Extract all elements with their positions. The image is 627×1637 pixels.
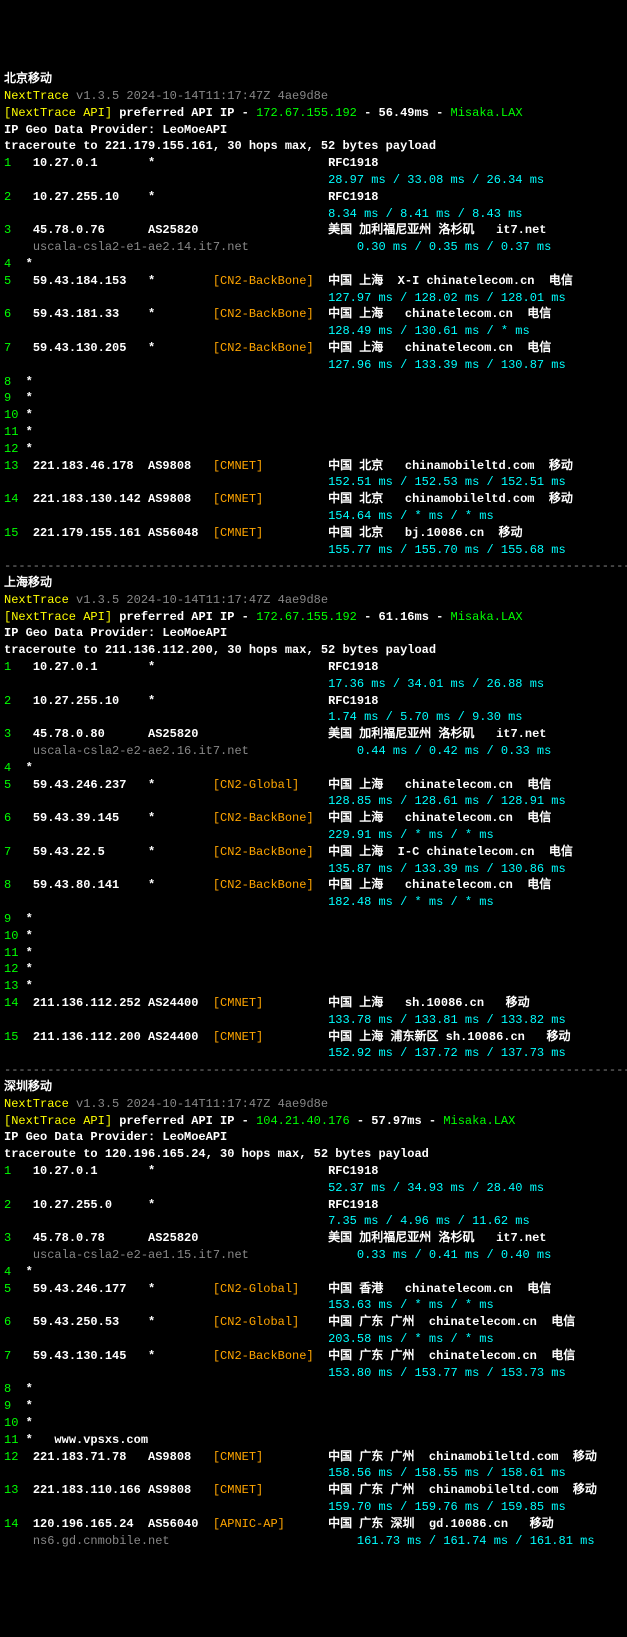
terminal-output: 北京移动 NextTrace v1.3.5 2024-10-14T11:17:4…: [4, 71, 627, 1549]
